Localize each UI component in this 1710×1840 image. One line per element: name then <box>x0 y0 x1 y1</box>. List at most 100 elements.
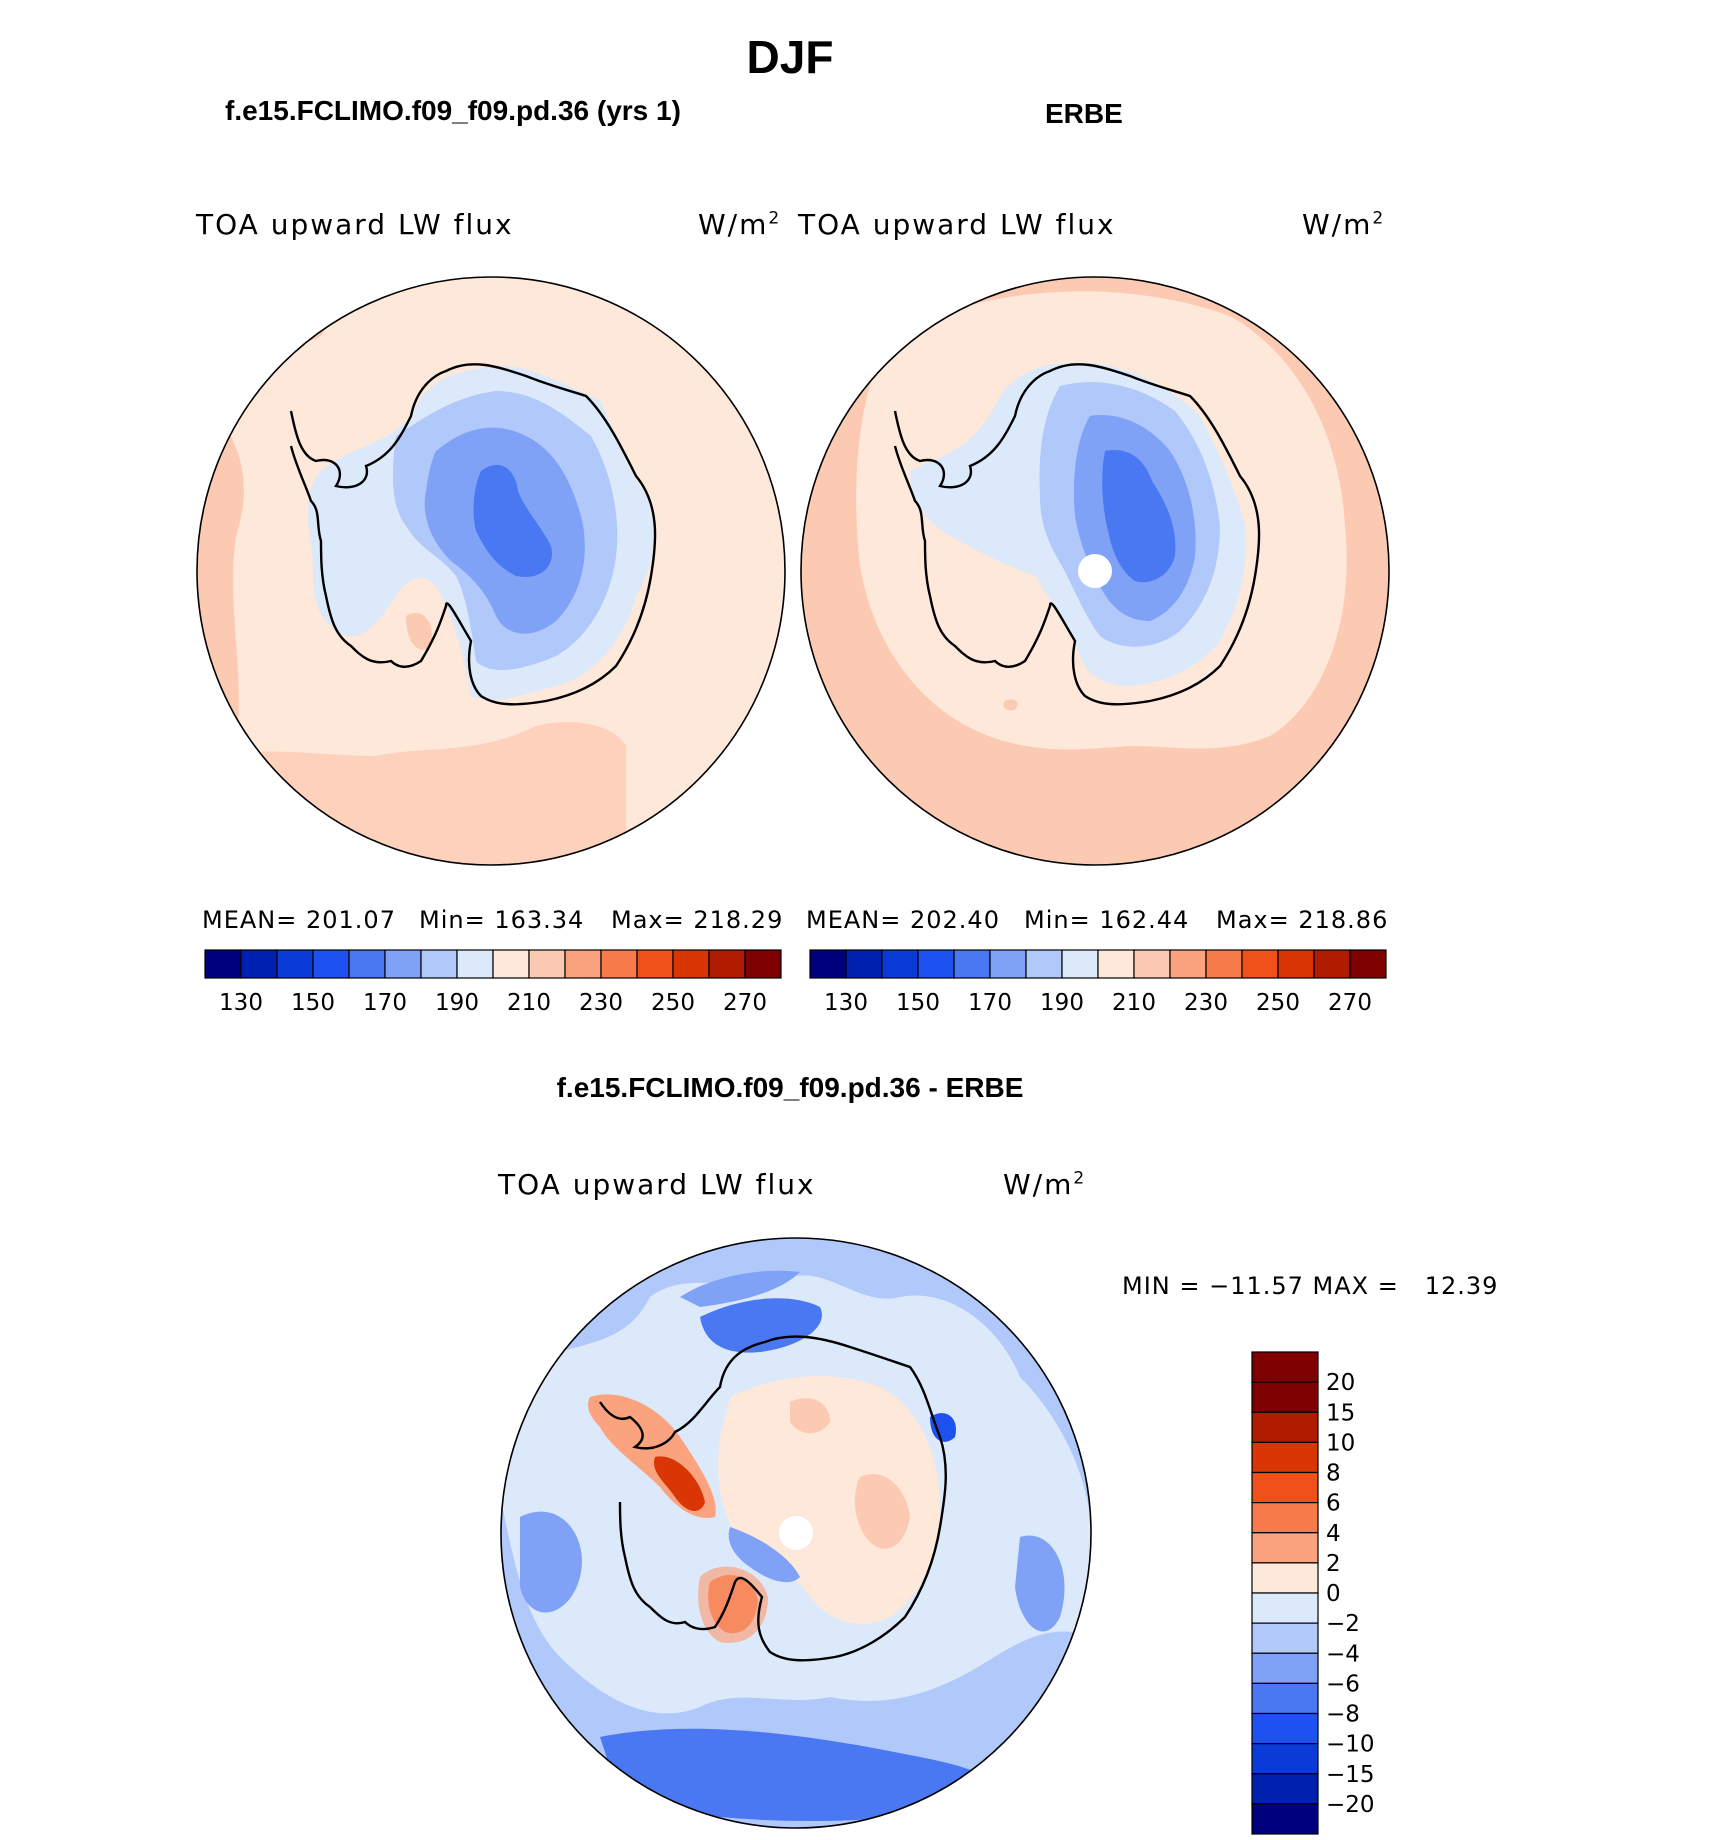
left-colorbar-swatch <box>744 949 782 979</box>
diff-blue-zone-north2 <box>680 1270 800 1307</box>
right-colorbar-swatch <box>1349 949 1387 979</box>
left-min-stat: Min= 163.34 <box>419 906 585 934</box>
diff-blue-zone-west <box>520 1511 582 1613</box>
right-units: W/m <box>1302 208 1373 241</box>
map-border <box>500 1237 1092 1829</box>
coastline <box>893 363 1261 706</box>
coastline <box>289 363 657 706</box>
diff-colorbar-swatch <box>1251 1532 1319 1564</box>
right-colorbar-swatch <box>845 949 883 979</box>
antarctica-fill-core <box>1102 450 1176 583</box>
diff-colorbar-tick-label: 10 <box>1326 1430 1355 1456</box>
diff-colorbar-swatch <box>1251 1743 1319 1775</box>
diff-colorbar-tick-label: −6 <box>1326 1671 1360 1697</box>
right-colorbar-tick-label: 230 <box>1184 990 1228 1016</box>
right-mean-stat: MEAN= 202.40 <box>806 906 1000 934</box>
diff-units: W/m <box>1003 1168 1074 1201</box>
diff-colorbar-tick-label: 6 <box>1326 1491 1341 1517</box>
diff-colorbar-tick-label: −4 <box>1326 1641 1360 1667</box>
left-panel-header: f.e15.FCLIMO.f09_f09.pd.36 (yrs 1) <box>225 95 681 126</box>
season-title: DJF <box>746 31 834 83</box>
right-colorbar-tick-label: 190 <box>1040 990 1084 1016</box>
right-min-stat: Min= 162.44 <box>1024 906 1190 934</box>
diff-colorbar-swatch <box>1251 1411 1319 1443</box>
diff-panel-header: f.e15.FCLIMO.f09_f09.pd.36 - ERBE <box>556 1072 1024 1103</box>
right-colorbar-swatch <box>1097 949 1135 979</box>
right-units-sup: 2 <box>1372 208 1386 229</box>
diff-blue-zone-north <box>700 1298 822 1353</box>
left-colorbar-swatch <box>672 949 710 979</box>
left-colorbar-tick-label: 150 <box>291 990 335 1016</box>
left-colorbar-swatch <box>240 949 278 979</box>
peninsula-warm-spot <box>406 612 432 650</box>
diff-colorbar-swatch <box>1251 1622 1319 1654</box>
ocean-warm-spot <box>1003 699 1018 711</box>
left-colorbar-swatch <box>456 949 494 979</box>
left-colorbar-tick-label: 230 <box>579 990 623 1016</box>
diff-colorbar-tick-label: −15 <box>1326 1762 1375 1788</box>
antarctica-fill-core <box>473 464 552 577</box>
diff-peninsula-hot <box>654 1456 705 1512</box>
right-max-stat: Max= 218.86 <box>1216 906 1389 934</box>
diff-colorbar-swatch <box>1251 1773 1319 1805</box>
left-variable-label: TOA upward LW flux <box>196 208 514 241</box>
right-colorbar-tick-label: 150 <box>896 990 940 1016</box>
left-colorbar-swatch <box>276 949 314 979</box>
left-colorbar-tick-label: 130 <box>219 990 263 1016</box>
right-colorbar-swatch <box>1025 949 1063 979</box>
left-colorbar-swatch <box>204 949 242 979</box>
diff-colorbar-tick-label: 0 <box>1326 1581 1341 1607</box>
diff-colorbar-tick-label: 8 <box>1326 1461 1341 1487</box>
diff-colorbar-tick-label: 4 <box>1326 1521 1341 1547</box>
diff-warm-interior2 <box>854 1473 910 1549</box>
left-colorbar-tick-label: 190 <box>435 990 479 1016</box>
right-colorbar-swatch <box>1169 949 1207 979</box>
right-colorbar-swatch <box>1277 949 1315 979</box>
right-colorbar-swatch <box>989 949 1027 979</box>
right-colorbar-tick-label: 170 <box>968 990 1012 1016</box>
left-colorbar-swatch <box>528 949 566 979</box>
coastline <box>599 1335 947 1662</box>
ocean-warm-spot <box>280 309 327 341</box>
right-colorbar-tick-label: 270 <box>1328 990 1372 1016</box>
diff-colorbar-swatch <box>1251 1471 1319 1504</box>
diff-colorbar-swatch <box>1251 1592 1319 1624</box>
diff-variable-label: TOA upward LW flux <box>498 1168 816 1201</box>
left-colorbar-swatch <box>420 949 458 979</box>
diff-colorbar-swatch <box>1251 1502 1319 1534</box>
diff-blue-zone-east <box>1015 1535 1065 1632</box>
right-colorbar-swatch <box>1241 949 1279 979</box>
diff-units-label: W/m2 <box>1003 1168 1086 1201</box>
left-colorbar-tick-label: 210 <box>507 990 551 1016</box>
right-colorbar-swatch <box>1313 949 1351 979</box>
right-units-label: W/m2 <box>1302 208 1385 241</box>
right-colorbar-swatch <box>809 949 847 979</box>
right-colorbar-swatch <box>881 949 919 979</box>
left-colorbar-swatch <box>384 949 422 979</box>
right-colorbar-swatch <box>917 949 955 979</box>
left-colorbar-swatch <box>312 949 350 979</box>
right-colorbar-swatch <box>1133 949 1171 979</box>
diff-colorbar-swatch <box>1251 1441 1319 1474</box>
diff-colorbar-tick-label: 20 <box>1326 1370 1355 1396</box>
left-units-label: W/m2 <box>698 208 781 241</box>
diff-colorbar-tick-label: 2 <box>1326 1551 1341 1577</box>
pole-hole <box>1078 554 1112 588</box>
left-mean-stat: MEAN= 201.07 <box>202 906 396 934</box>
diff-minmax-label: MIN = −11.57 MAX = 12.39 <box>1122 1272 1499 1300</box>
right-colorbar-tick-label: 130 <box>824 990 868 1016</box>
right-colorbar-swatch <box>1205 949 1243 979</box>
diff-warm-interior3 <box>790 1398 830 1434</box>
left-units: W/m <box>698 208 769 241</box>
pole-hole <box>779 1516 813 1550</box>
map-border <box>196 276 786 866</box>
right-colorbar-tick-label: 250 <box>1256 990 1300 1016</box>
diff-colorbar-tick-label: 15 <box>1326 1400 1355 1426</box>
diff-colorbar-tick-label: −2 <box>1326 1611 1360 1637</box>
diff-blue-zone-south <box>600 1728 1000 1821</box>
diff-cold-band <box>728 1527 800 1583</box>
diff-cold-spot-east <box>930 1413 956 1442</box>
left-colorbar-swatch <box>600 949 638 979</box>
diff-units-sup: 2 <box>1073 1168 1087 1189</box>
